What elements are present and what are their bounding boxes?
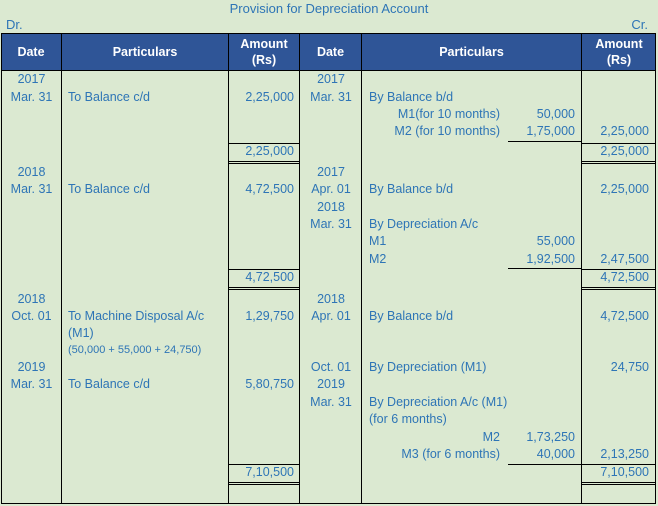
credit-side-label: Cr. — [631, 17, 648, 32]
credit-date: Mar. 31 — [310, 395, 352, 409]
debit-particulars: To Machine Disposal A/c — [68, 309, 205, 323]
col-divider — [581, 34, 582, 504]
total-rule — [582, 464, 655, 465]
credit-total: 4,72,500 — [600, 270, 649, 284]
header-credit-date: Date — [300, 34, 362, 70]
debit-year: 2018 — [17, 292, 46, 306]
debit-note: (50,000 + 55,000 + 24,750) — [68, 344, 202, 356]
debit-particulars: To Balance c/d — [68, 377, 150, 391]
debit-year: 2017 — [17, 72, 46, 86]
subtotal-rule — [508, 268, 581, 269]
credit-date: Mar. 31 — [310, 90, 352, 104]
credit-year: 2019 — [317, 377, 345, 391]
credit-year: 2018 — [317, 200, 345, 214]
debit-date: Oct. 01 — [11, 309, 52, 323]
debit-total: 2,25,000 — [245, 144, 294, 158]
credit-particulars-cont: (for 6 months) — [369, 412, 447, 426]
header-debit-date: Date — [1, 34, 62, 70]
sub-value: 1,75,000 — [526, 124, 575, 138]
credit-particulars: By Depreciation (M1) — [369, 360, 487, 374]
debit-amount: 4,72,500 — [245, 182, 294, 196]
header-amount-line2: (Rs) — [251, 53, 277, 67]
credit-amount: 2,13,250 — [600, 447, 649, 461]
header-amount-line1: Amount — [240, 37, 288, 51]
debit-year: 2019 — [17, 360, 46, 374]
credit-date: Apr. 01 — [311, 182, 351, 196]
double-rule — [229, 482, 299, 485]
credit-year: 2017 — [317, 165, 345, 179]
debit-particulars-cont: (M1) — [68, 326, 94, 340]
subtotal-rule — [508, 464, 581, 465]
debit-year: 2018 — [17, 165, 46, 179]
credit-year: 2018 — [317, 292, 345, 306]
header-divider — [1, 70, 656, 71]
credit-particulars: By Balance b/d — [369, 309, 454, 323]
credit-particulars: By Depreciation A/c — [369, 217, 479, 231]
double-rule — [229, 161, 299, 164]
debit-amount: 2,25,000 — [245, 90, 294, 104]
debit-side-label: Dr. — [6, 17, 23, 32]
header-debit-amount: Amount (Rs) — [229, 34, 300, 70]
header-amount-line1: Amount — [595, 37, 643, 51]
sub-label: M2 — [482, 430, 500, 444]
sub-label: M3 (for 6 months) — [401, 447, 500, 461]
sub-value: 55,000 — [536, 234, 575, 248]
sub-value: 40,000 — [536, 447, 575, 461]
subtotal-rule — [508, 141, 581, 142]
credit-total: 7,10,500 — [600, 465, 649, 479]
debit-total: 4,72,500 — [245, 270, 294, 284]
sub-label: M1 — [369, 234, 387, 248]
col-divider — [299, 34, 300, 504]
header-amount-line2: (Rs) — [606, 53, 632, 67]
credit-year: 2017 — [317, 72, 345, 86]
double-rule — [582, 161, 655, 164]
header-credit-particulars: Particulars — [362, 34, 582, 70]
debit-amount: 1,29,750 — [245, 309, 294, 323]
col-divider — [361, 34, 362, 504]
debit-date: Mar. 31 — [10, 182, 53, 196]
credit-amount: 2,25,000 — [600, 124, 649, 138]
sub-value: 50,000 — [536, 107, 575, 121]
double-rule — [582, 482, 655, 485]
col-divider — [61, 34, 62, 504]
debit-particulars: To Balance c/d — [68, 90, 150, 104]
credit-particulars: By Balance b/d — [369, 90, 454, 104]
total-rule — [582, 269, 655, 270]
credit-particulars: By Depreciation A/c (M1) — [369, 395, 508, 409]
credit-particulars: By Balance b/d — [369, 182, 454, 196]
sub-label: M2 — [369, 252, 387, 266]
total-rule — [229, 464, 299, 465]
sub-label: M1(for 10 months) — [397, 107, 500, 121]
sub-value: 1,92,500 — [526, 252, 575, 266]
credit-date: Oct. 01 — [310, 360, 352, 374]
account-title: Provision for Depreciation Account — [229, 1, 429, 16]
total-rule — [229, 269, 299, 270]
credit-amount: 4,72,500 — [600, 309, 649, 323]
credit-amount: 24,750 — [610, 360, 649, 374]
sub-label: M2 (for 10 months) — [394, 124, 500, 138]
sub-value: 1,73,250 — [526, 430, 575, 444]
header-credit-amount: Amount (Rs) — [582, 34, 656, 70]
credit-date: Apr. 01 — [311, 309, 351, 323]
total-rule — [229, 143, 299, 144]
debit-date: Mar. 31 — [10, 377, 53, 391]
debit-particulars: To Balance c/d — [68, 182, 150, 196]
double-rule — [229, 287, 299, 290]
credit-total: 2,25,000 — [600, 144, 649, 158]
debit-date: Mar. 31 — [10, 90, 53, 104]
double-rule — [582, 287, 655, 290]
total-rule — [582, 143, 655, 144]
debit-total: 7,10,500 — [245, 465, 294, 479]
header-debit-particulars: Particulars — [62, 34, 229, 70]
credit-amount: 2,25,000 — [600, 182, 649, 196]
debit-amount: 5,80,750 — [245, 377, 294, 391]
col-divider — [228, 34, 229, 504]
credit-date: Mar. 31 — [310, 217, 352, 231]
credit-amount: 2,47,500 — [600, 252, 649, 266]
